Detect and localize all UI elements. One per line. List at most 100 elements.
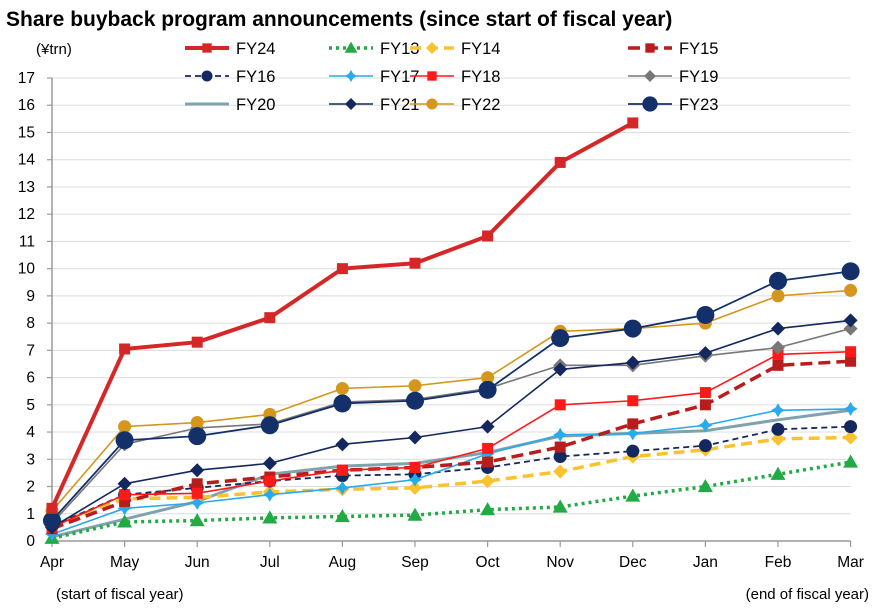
square-marker (699, 387, 711, 399)
triangle-marker (334, 508, 350, 523)
y-tick-label: 4 (26, 424, 35, 441)
circle-marker (43, 511, 61, 530)
triangle-marker (552, 499, 568, 513)
diamond-marker (553, 464, 568, 479)
series-line (51, 319, 851, 529)
x-axis-start-note: (start of fiscal year) (56, 586, 184, 603)
triangle-marker (189, 513, 205, 527)
square-marker (191, 487, 203, 499)
diamond-marker (480, 474, 495, 489)
triangle-marker (770, 466, 786, 480)
square-marker (336, 464, 348, 476)
circle-marker (844, 420, 858, 434)
y-tick-label: 1 (26, 506, 35, 523)
x-tick-label: Jun (185, 554, 210, 571)
triangle-marker (262, 510, 278, 524)
triangle-marker (480, 502, 496, 516)
legend: FY24 FY13 FY14 FY15 FY16 FY17 FY18 FY19 FY20 FY21… (185, 40, 718, 114)
circle-marker (642, 96, 658, 112)
diamond-marker (771, 431, 785, 446)
legend-label: FY16 (236, 68, 275, 86)
x-tick-label: Jul (260, 554, 280, 571)
triangle-marker (344, 41, 358, 53)
square-marker (336, 263, 348, 275)
diamond-marker (480, 419, 495, 434)
diamond-marker (644, 70, 656, 82)
diamond-marker (408, 430, 422, 445)
square-marker (264, 475, 276, 487)
square-marker (119, 343, 131, 355)
circle-marker (698, 439, 712, 453)
square-marker (645, 43, 655, 53)
series-fy20 (51, 408, 851, 539)
x-tick-label: Mar (837, 554, 864, 571)
square-marker (191, 336, 203, 348)
series-fy23 (43, 262, 860, 530)
circle-marker (769, 271, 787, 290)
circle-marker (188, 427, 207, 446)
circle-marker (408, 379, 422, 393)
star-marker (117, 501, 132, 516)
x-tick-label: Apr (40, 554, 64, 571)
square-marker (845, 355, 857, 367)
circle-marker (118, 420, 132, 434)
square-marker (482, 230, 494, 242)
square-marker (627, 418, 639, 430)
series-line (51, 327, 851, 524)
star-marker (262, 487, 277, 502)
series-fy24 (46, 117, 639, 514)
y-tick-label: 2 (26, 479, 35, 496)
circle-marker (841, 262, 860, 281)
circle-marker (481, 371, 495, 385)
legend-item-fy16: FY16 (185, 68, 275, 86)
circle-marker (260, 416, 279, 435)
star-marker (345, 70, 357, 82)
diamond-marker (426, 42, 438, 54)
series-fy13 (44, 454, 859, 544)
legend-label: FY22 (461, 96, 500, 114)
square-marker (699, 399, 711, 411)
circle-marker (335, 381, 349, 395)
circle-marker (426, 98, 438, 110)
diamond-marker (698, 346, 713, 361)
x-axis-end-note: (end of fiscal year) (746, 586, 869, 603)
x-tick-label: Sep (401, 554, 429, 571)
y-axis-unit-label: (¥trn) (36, 41, 72, 58)
series-line (51, 289, 851, 512)
legend-item-fy23: FY23 (628, 96, 718, 114)
legend-item-fy15: FY15 (628, 40, 718, 58)
square-marker (482, 456, 494, 468)
x-tick-label: Nov (546, 554, 574, 571)
x-tick-label: Feb (765, 554, 792, 571)
square-marker (627, 117, 639, 129)
circle-marker (771, 422, 785, 436)
square-marker (119, 496, 131, 508)
legend-item-fy20: FY20 (185, 96, 275, 114)
x-tick-label: Dec (619, 554, 647, 571)
y-tick-label: 12 (18, 206, 35, 223)
legend-label: FY20 (236, 96, 275, 114)
legend-item-fy14: FY14 (410, 40, 500, 58)
gridlines (52, 77, 851, 515)
series-line (51, 350, 851, 529)
legend-item-fy21: FY21 (329, 96, 419, 114)
legend-label: FY19 (679, 68, 718, 86)
diamond-marker (408, 480, 422, 495)
square-marker (554, 441, 566, 453)
diamond-marker (843, 430, 858, 445)
y-tick-label: 10 (18, 261, 36, 278)
x-axis-ticks: Apr May Jun Jul Aug Sep Oct Nov Dec Jan Feb Mar (40, 541, 864, 571)
x-tick-label: May (110, 554, 140, 571)
series-line (51, 359, 851, 531)
star-marker (625, 426, 640, 441)
legend-item-fy19: FY19 (628, 68, 718, 86)
diamond-marker (843, 313, 858, 328)
diamond-marker (335, 437, 350, 452)
square-marker (191, 478, 203, 490)
y-tick-label: 16 (18, 97, 35, 114)
legend-label: FY15 (679, 40, 718, 58)
square-marker (264, 312, 276, 324)
circle-marker (696, 305, 715, 324)
diamond-marker (345, 98, 357, 110)
star-marker (843, 401, 858, 416)
